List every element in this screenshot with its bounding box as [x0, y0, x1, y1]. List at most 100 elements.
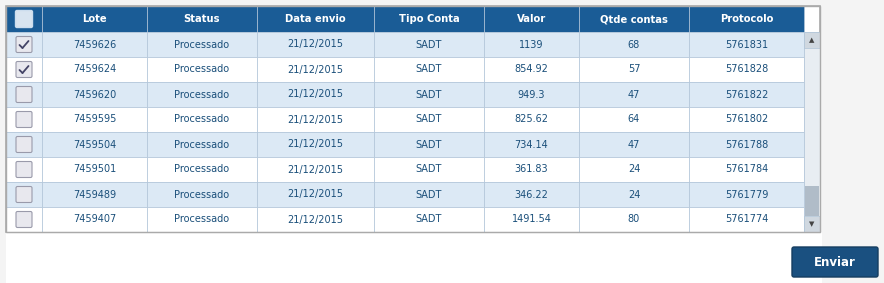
Bar: [689, 107, 804, 132]
Bar: [147, 57, 257, 82]
Bar: [6, 157, 42, 182]
Text: 734.14: 734.14: [514, 140, 548, 149]
Bar: [804, 216, 820, 232]
Bar: [42, 207, 147, 232]
Bar: [42, 32, 147, 57]
Text: SADT: SADT: [415, 40, 442, 50]
Text: SADT: SADT: [415, 190, 442, 200]
Bar: [689, 207, 804, 232]
Bar: [6, 6, 820, 232]
Text: Lote: Lote: [82, 14, 107, 24]
Text: Valor: Valor: [517, 14, 546, 24]
Bar: [147, 132, 257, 157]
Bar: [6, 232, 822, 283]
Text: 24: 24: [628, 190, 640, 200]
Text: 5761828: 5761828: [725, 65, 768, 74]
Text: 47: 47: [628, 140, 640, 149]
Text: 21/12/2015: 21/12/2015: [287, 190, 344, 200]
Bar: [689, 182, 804, 207]
Bar: [6, 107, 42, 132]
FancyBboxPatch shape: [16, 10, 33, 27]
Text: 7459501: 7459501: [72, 164, 116, 175]
Bar: [579, 82, 689, 107]
Text: 5761774: 5761774: [725, 215, 768, 224]
Text: 5761779: 5761779: [725, 190, 768, 200]
Text: 5761802: 5761802: [725, 115, 768, 125]
Bar: [374, 207, 484, 232]
Text: Enviar: Enviar: [814, 256, 856, 269]
Bar: [689, 57, 804, 82]
Bar: [257, 132, 374, 157]
Text: SADT: SADT: [415, 115, 442, 125]
Bar: [6, 182, 42, 207]
Bar: [484, 32, 579, 57]
Bar: [484, 6, 579, 32]
Text: SADT: SADT: [415, 140, 442, 149]
Bar: [6, 32, 42, 57]
Bar: [579, 132, 689, 157]
Text: Processado: Processado: [174, 89, 230, 100]
Text: 47: 47: [628, 89, 640, 100]
Text: SADT: SADT: [415, 215, 442, 224]
Text: 1491.54: 1491.54: [512, 215, 552, 224]
Text: 21/12/2015: 21/12/2015: [287, 40, 344, 50]
Bar: [6, 82, 42, 107]
Text: 21/12/2015: 21/12/2015: [287, 115, 344, 125]
Text: 21/12/2015: 21/12/2015: [287, 164, 344, 175]
Bar: [6, 57, 42, 82]
Text: Protocolo: Protocolo: [720, 14, 774, 24]
Bar: [484, 182, 579, 207]
Text: 21/12/2015: 21/12/2015: [287, 140, 344, 149]
Bar: [689, 82, 804, 107]
Bar: [257, 57, 374, 82]
Bar: [42, 107, 147, 132]
Text: SADT: SADT: [415, 65, 442, 74]
Bar: [484, 82, 579, 107]
Bar: [374, 107, 484, 132]
Text: 7459595: 7459595: [72, 115, 116, 125]
Bar: [579, 57, 689, 82]
Bar: [257, 182, 374, 207]
Bar: [257, 157, 374, 182]
Text: 24: 24: [628, 164, 640, 175]
Text: Processado: Processado: [174, 215, 230, 224]
Bar: [42, 132, 147, 157]
Bar: [484, 107, 579, 132]
FancyBboxPatch shape: [16, 186, 32, 203]
FancyBboxPatch shape: [16, 37, 32, 53]
FancyBboxPatch shape: [16, 61, 32, 78]
Bar: [6, 6, 820, 232]
Text: 7459626: 7459626: [72, 40, 116, 50]
Text: 1139: 1139: [519, 40, 544, 50]
Bar: [484, 132, 579, 157]
Text: Tipo Conta: Tipo Conta: [399, 14, 460, 24]
Bar: [42, 182, 147, 207]
Bar: [374, 82, 484, 107]
Text: 825.62: 825.62: [514, 115, 548, 125]
Bar: [374, 157, 484, 182]
Text: Processado: Processado: [174, 140, 230, 149]
Text: Data envio: Data envio: [286, 14, 346, 24]
Text: 361.83: 361.83: [514, 164, 548, 175]
Text: ▲: ▲: [810, 37, 815, 43]
Bar: [147, 82, 257, 107]
Text: Processado: Processado: [174, 164, 230, 175]
FancyBboxPatch shape: [16, 211, 32, 228]
Bar: [147, 107, 257, 132]
Bar: [257, 6, 374, 32]
Text: 57: 57: [628, 65, 640, 74]
Bar: [42, 57, 147, 82]
Bar: [484, 157, 579, 182]
Text: 68: 68: [628, 40, 640, 50]
FancyBboxPatch shape: [16, 87, 32, 102]
Text: 5761784: 5761784: [725, 164, 768, 175]
Bar: [579, 32, 689, 57]
Text: 7459489: 7459489: [73, 190, 116, 200]
Bar: [42, 6, 147, 32]
Text: SADT: SADT: [415, 89, 442, 100]
Bar: [147, 182, 257, 207]
Text: Processado: Processado: [174, 65, 230, 74]
Text: 7459624: 7459624: [72, 65, 116, 74]
Bar: [484, 207, 579, 232]
Bar: [689, 32, 804, 57]
